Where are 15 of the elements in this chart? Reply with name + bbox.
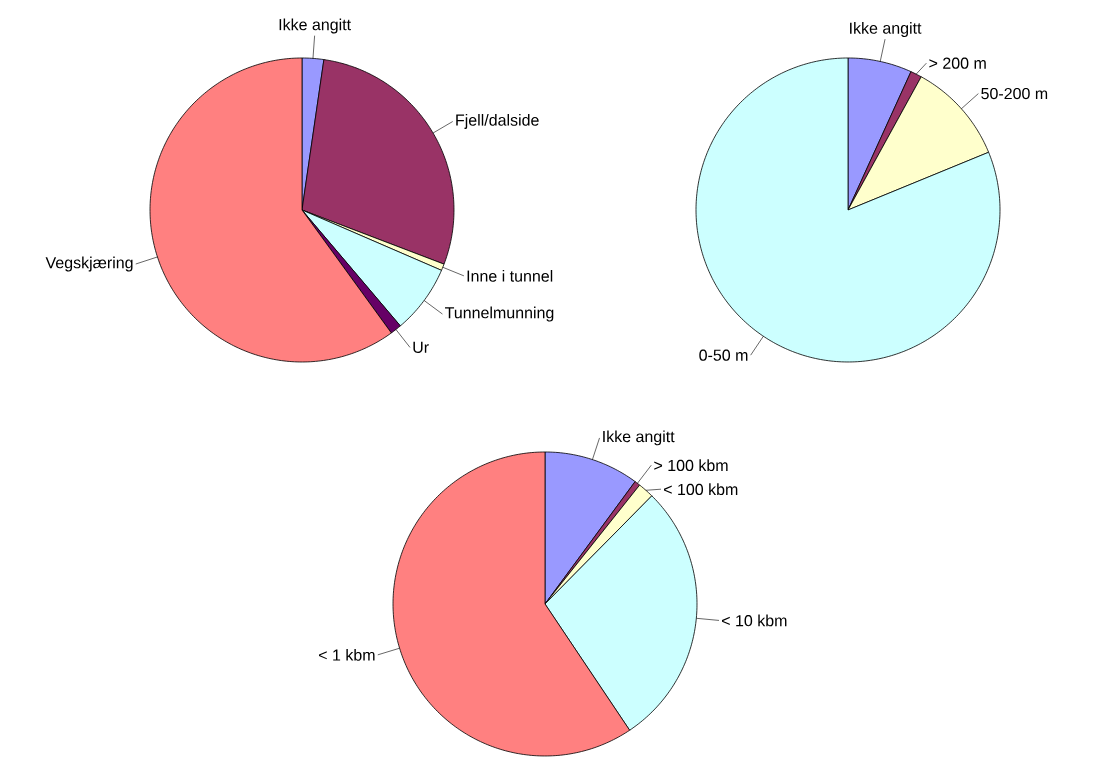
- slice-label: Ur: [413, 341, 429, 354]
- slice-label: Ikke angitt: [279, 18, 351, 34]
- slice-label: 0-50 m: [699, 349, 748, 361]
- slice-label: Tunnelmunning: [445, 306, 554, 322]
- slice-label: < 100 kbm: [663, 483, 738, 496]
- slice-label: > 100 kbm: [654, 459, 728, 472]
- slice-label: Ikke angitt: [850, 22, 922, 37]
- slice-label: < 10 kbm: [722, 614, 787, 627]
- slice-label: > 200 m: [929, 57, 986, 69]
- slice-label: Vegskjæring: [45, 256, 133, 272]
- slice-label: Fjell/dalside: [456, 114, 539, 129]
- slice-label: Ikke angitt: [603, 430, 675, 446]
- slice-label: Inne i tunnel: [467, 269, 553, 282]
- slice-label: < 1 kbm: [319, 648, 375, 661]
- slice-label: 50-200 m: [981, 87, 1048, 100]
